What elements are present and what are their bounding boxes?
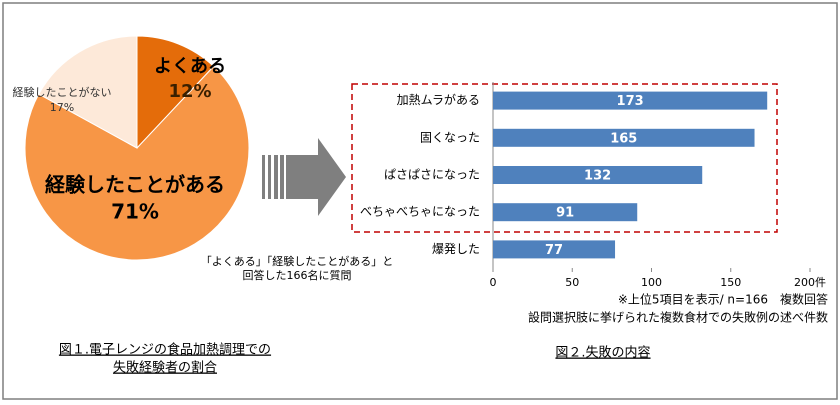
bar-value-label: 173	[617, 94, 644, 109]
slice-label: よくある	[154, 56, 226, 77]
bar-value-label: 165	[610, 131, 637, 146]
pie-slice	[38, 35, 138, 149]
y-tick-label: ぱさぱさになった	[384, 168, 480, 182]
slice-value-label: 17%	[50, 101, 74, 114]
bar-value-label: 77	[545, 243, 563, 258]
bar	[493, 128, 755, 147]
x-tick-label: 200件	[794, 276, 826, 289]
slice-label: 経験したことがある	[45, 173, 225, 197]
arrow	[262, 138, 346, 216]
bar	[493, 91, 768, 110]
x-tick-label: 0	[490, 276, 497, 289]
bar-value-label: 132	[584, 169, 611, 184]
pie-slice	[24, 65, 250, 261]
bar	[493, 166, 703, 184]
annotation: 回答した166名に質問	[243, 268, 352, 282]
bar	[493, 203, 638, 222]
slice-value-label: 71%	[111, 200, 159, 224]
pie-slice	[136, 35, 215, 150]
y-tick-label: べちゃべちゃになった	[360, 205, 480, 219]
caption: 図２.失敗の内容	[555, 345, 650, 361]
caption: 失敗経験者の割合	[113, 360, 217, 376]
caption: 図１.電子レンジの食品加熱調理での	[59, 342, 271, 358]
annotation: 「よくある」「経験したことがある」と	[201, 254, 394, 268]
x-tick-label: 150	[720, 276, 741, 289]
slice-label: 経験したことがない	[13, 85, 112, 99]
highlight-box	[351, 83, 778, 233]
x-tick-label: 50	[565, 276, 579, 289]
y-tick-label: 爆発した	[432, 242, 480, 256]
note: 設問選択肢に挙げられた複数食材での失敗例の述べ件数	[528, 310, 828, 325]
x-tick-label: 100	[641, 276, 662, 289]
note: ※上位5項目を表示/ n=166 複数回答	[618, 292, 828, 307]
bar	[493, 240, 616, 259]
slice-value-label: 12%	[168, 81, 211, 102]
bar-value-label: 91	[556, 206, 574, 221]
y-tick-label: 固くなった	[420, 130, 480, 144]
y-tick-label: 加熱ムラがある	[397, 92, 480, 107]
